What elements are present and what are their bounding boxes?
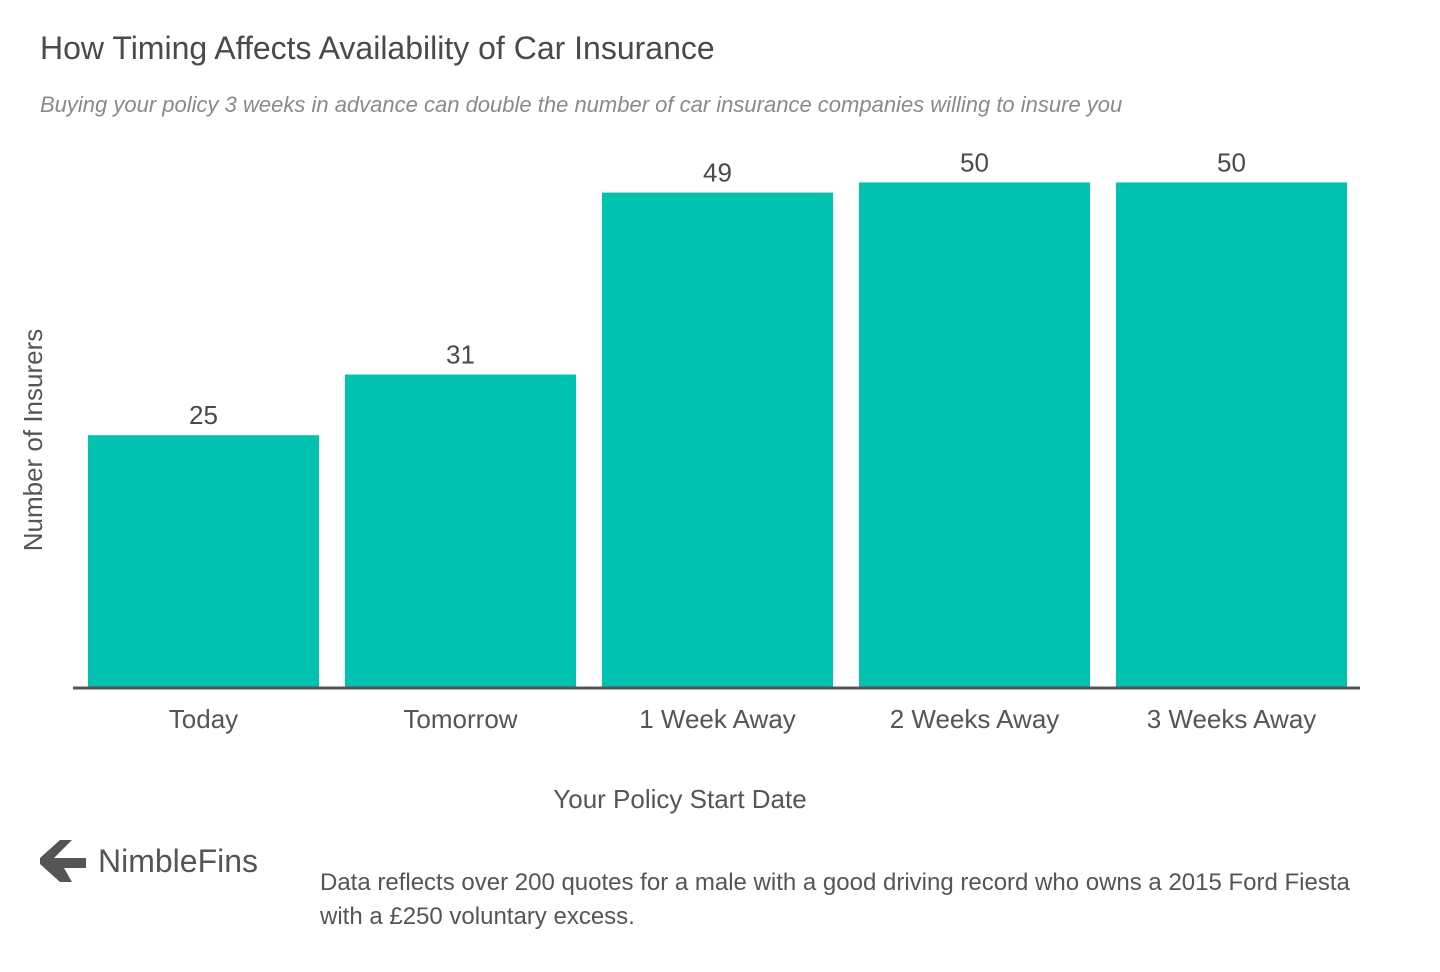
bar-chart: 25 31 49 50 50 Today Tomorrow 1 Week Away 2 Wee… bbox=[18, 147, 1360, 814]
x-tick-label: 1 Week Away bbox=[639, 704, 796, 734]
chart-subtitle: Buying your policy 3 weeks in advance ca… bbox=[40, 92, 1123, 117]
x-axis-label: Your Policy Start Date bbox=[553, 784, 806, 814]
x-tick-label: 2 Weeks Away bbox=[890, 704, 1060, 734]
logo-text: NimbleFins bbox=[98, 842, 259, 879]
value-label: 31 bbox=[446, 340, 475, 370]
value-label: 25 bbox=[189, 400, 218, 430]
x-tick-label: Today bbox=[169, 704, 238, 734]
bar-tomorrow bbox=[345, 374, 576, 688]
value-label: 50 bbox=[960, 147, 989, 177]
x-tick-label: Tomorrow bbox=[403, 704, 517, 734]
value-label: 49 bbox=[703, 158, 732, 188]
x-tick-labels-group: Today Tomorrow 1 Week Away 2 Weeks Away 3 We… bbox=[169, 704, 1316, 734]
bar-1-week-away bbox=[602, 192, 833, 689]
value-label: 50 bbox=[1217, 147, 1246, 177]
bar-2-weeks-away bbox=[859, 182, 1090, 688]
nimblefins-logo: NimbleFins bbox=[40, 840, 258, 882]
bar-3-weeks-away bbox=[1116, 182, 1347, 688]
chart-title: How Timing Affects Availability of Car I… bbox=[40, 30, 715, 66]
logo-chevron-icon bbox=[40, 840, 86, 882]
bars-group bbox=[88, 182, 1347, 689]
value-labels-group: 25 31 49 50 50 bbox=[189, 147, 1246, 430]
x-tick-label: 3 Weeks Away bbox=[1147, 704, 1317, 734]
y-axis-label: Number of Insurers bbox=[18, 329, 48, 552]
footnote: Data reflects over 200 quotes for a male… bbox=[320, 869, 1350, 930]
bar-today bbox=[88, 435, 319, 688]
